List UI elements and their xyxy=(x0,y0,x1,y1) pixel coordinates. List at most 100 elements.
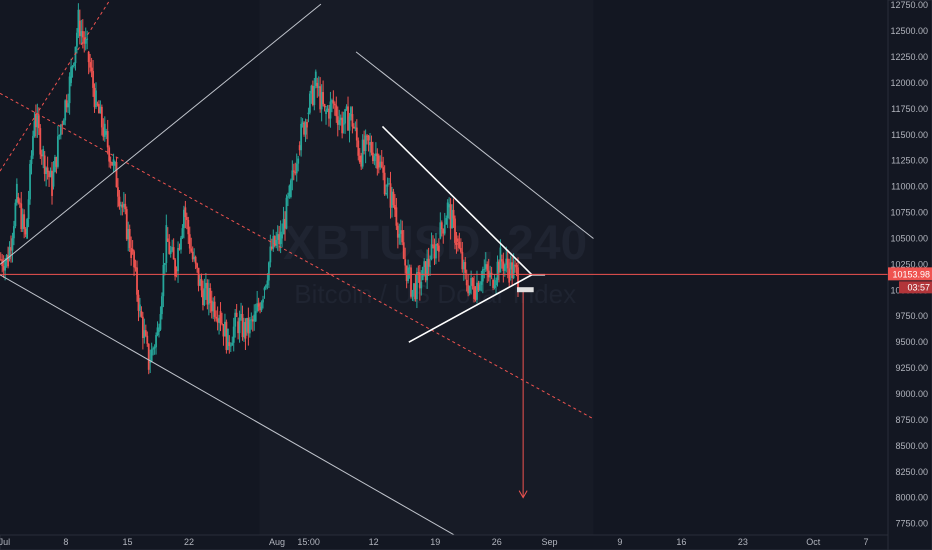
x-tick-label: 23 xyxy=(738,537,748,547)
candle-body xyxy=(320,92,323,110)
candle-body xyxy=(278,234,281,245)
candle-body xyxy=(188,234,191,249)
candle-body xyxy=(348,116,351,131)
candle-body xyxy=(115,162,118,188)
candle-body xyxy=(147,343,150,370)
candle-body xyxy=(55,156,58,167)
candle-body xyxy=(317,86,320,88)
candle-body xyxy=(377,155,380,168)
candle-body xyxy=(133,251,135,268)
candle-body xyxy=(455,242,458,245)
candle-body xyxy=(159,314,162,330)
time-scale[interactable] xyxy=(0,534,889,550)
candle-body xyxy=(235,312,238,317)
x-tick-label: Aug xyxy=(269,537,285,547)
candle-body xyxy=(207,288,210,305)
candle-body xyxy=(226,328,229,350)
candle-body xyxy=(45,167,48,174)
rising-thin-line[interactable] xyxy=(0,3,322,265)
candle-body xyxy=(360,155,363,167)
candle-body xyxy=(70,66,72,83)
candle-body xyxy=(0,259,2,261)
candle-body xyxy=(209,288,212,303)
candle-body xyxy=(500,259,503,262)
candle-body xyxy=(300,123,303,151)
candle-body xyxy=(204,282,207,289)
candle-body xyxy=(304,121,307,135)
candle-body xyxy=(272,236,275,249)
dashed-red-trend-upper[interactable] xyxy=(0,0,111,172)
channel-upper-line[interactable] xyxy=(355,51,594,239)
candle-body xyxy=(231,342,234,346)
candle-body xyxy=(436,244,439,246)
x-tick-label: 26 xyxy=(492,537,502,547)
candle-body xyxy=(216,318,219,323)
candle-body xyxy=(512,264,515,279)
candle-body xyxy=(109,161,112,163)
candle-body xyxy=(437,245,440,252)
y-tick-label: 7750.00 xyxy=(895,519,928,529)
candle-body xyxy=(84,38,87,44)
candle-body xyxy=(421,267,424,280)
y-tick-label: 10250.00 xyxy=(890,259,928,269)
candle-body xyxy=(241,313,244,338)
candle-body xyxy=(392,191,395,206)
x-tick-label: 12 xyxy=(369,537,379,547)
candle-body xyxy=(339,117,342,121)
candle-body xyxy=(181,228,184,238)
triangle-lower-edge[interactable] xyxy=(408,274,533,343)
candle-body xyxy=(224,321,226,337)
candle-body xyxy=(408,267,411,269)
candle-body xyxy=(137,294,140,311)
candle-body xyxy=(92,71,94,88)
candle-body xyxy=(117,187,119,197)
candle-body xyxy=(228,342,231,347)
candle-body xyxy=(363,139,366,151)
candle-body xyxy=(29,163,31,200)
channel-lower-line[interactable] xyxy=(0,274,462,540)
candle-body xyxy=(433,245,436,259)
candle-body xyxy=(10,247,12,251)
drawings-layer[interactable] xyxy=(0,0,594,540)
candle-body xyxy=(319,86,322,110)
candle-body xyxy=(505,258,508,265)
candle-body xyxy=(183,209,185,229)
candle-body xyxy=(276,234,279,240)
candle-body xyxy=(259,306,261,311)
candle-body xyxy=(514,264,516,266)
candle-body xyxy=(372,152,374,162)
candle-body xyxy=(257,303,260,307)
candle-body xyxy=(291,170,294,181)
candle-body xyxy=(4,261,7,271)
candle-body xyxy=(350,107,352,117)
candle-body xyxy=(481,269,484,282)
candle-body xyxy=(152,348,155,350)
candle-body xyxy=(240,313,242,318)
candle-body xyxy=(17,196,20,203)
candle-body xyxy=(369,142,371,146)
y-tick-label: 8000.00 xyxy=(895,493,928,503)
candle-body xyxy=(495,280,497,286)
candle-body xyxy=(489,272,492,278)
candle-body xyxy=(333,103,336,106)
dashed-red-trend-lower[interactable] xyxy=(0,92,594,420)
triangle-upper-edge[interactable] xyxy=(381,125,533,276)
candle-body xyxy=(243,322,245,338)
candle-body xyxy=(423,261,426,268)
candle-body xyxy=(394,205,396,210)
candle-body xyxy=(288,185,291,197)
candle-body xyxy=(246,317,248,332)
candle-body xyxy=(341,117,344,134)
candle-body xyxy=(238,317,241,334)
candle-body xyxy=(345,106,348,110)
y-tick-label: 12250.00 xyxy=(890,52,928,62)
candle-body xyxy=(517,267,519,288)
candle-body xyxy=(111,162,113,166)
candle-body xyxy=(267,262,270,281)
candle-body xyxy=(413,283,415,291)
candle-body xyxy=(128,228,131,248)
candle-body xyxy=(131,248,134,252)
x-tick-label: 15:00 xyxy=(297,537,320,547)
